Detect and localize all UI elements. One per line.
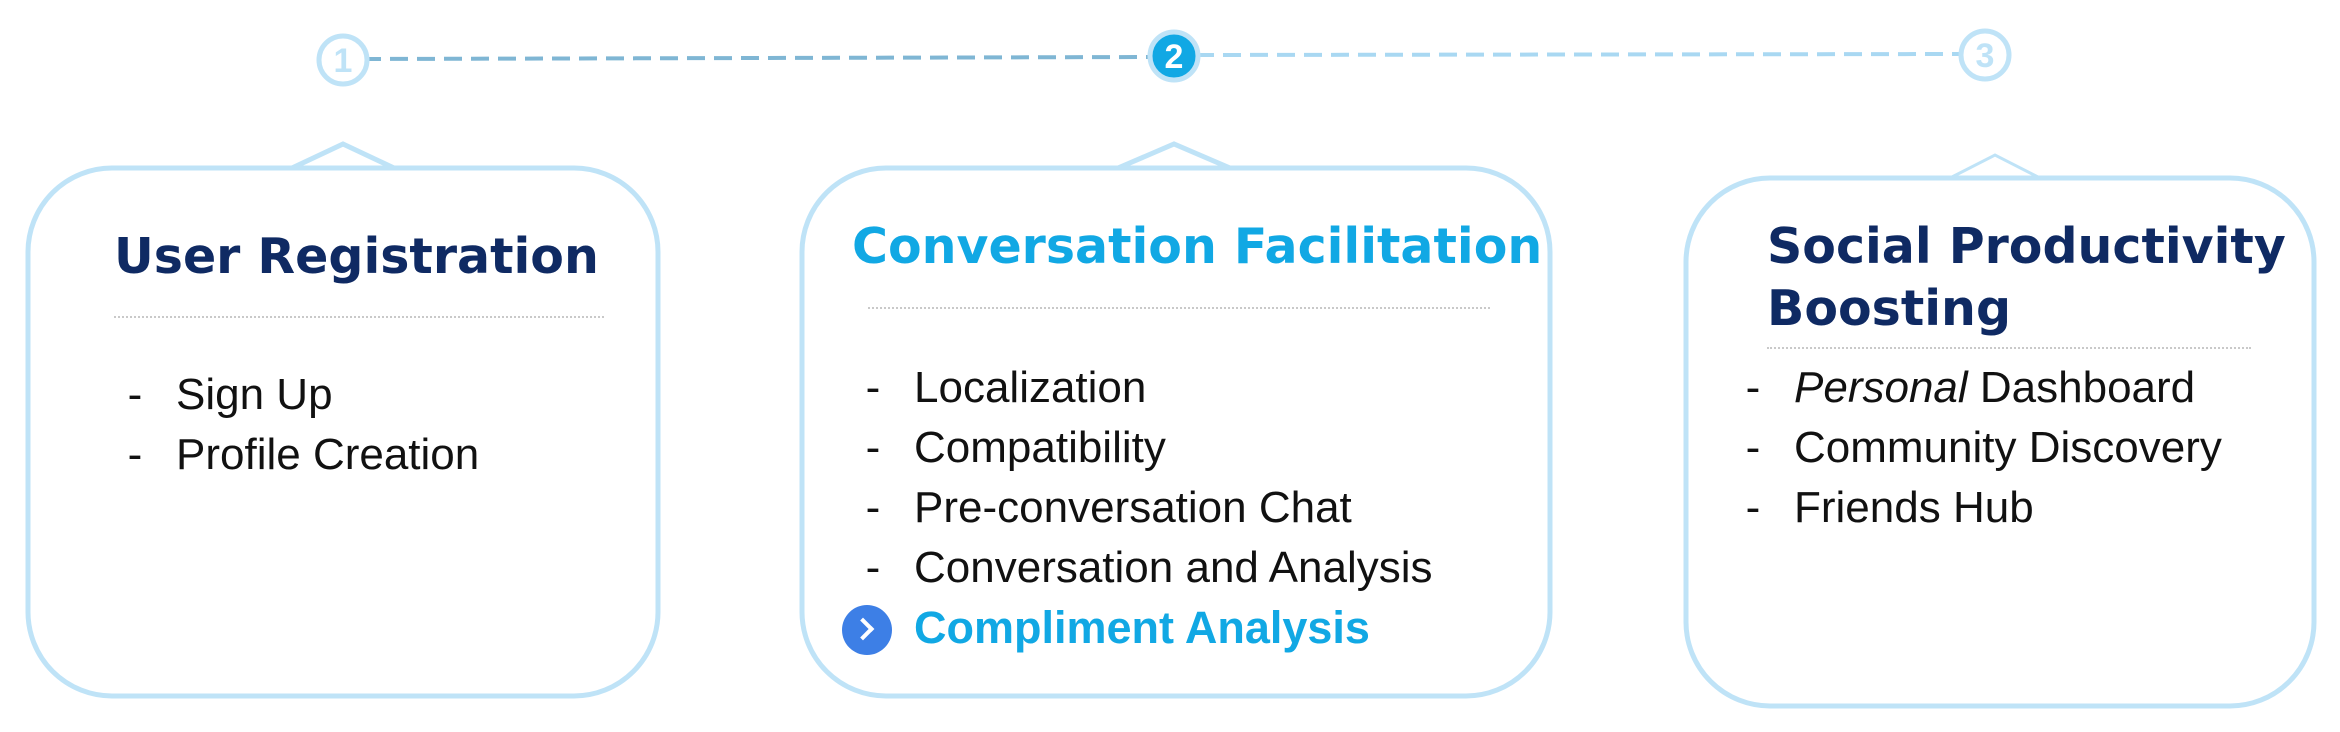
dash-bullet <box>1738 358 1768 418</box>
dash-bullet <box>858 478 888 538</box>
dash-bullet <box>120 425 150 485</box>
step-marker-3: 3 <box>1958 28 2012 82</box>
stage-items-2: Localization Compatibility Pre-conversat… <box>842 358 1433 658</box>
stage-title-1: User Registration <box>114 228 599 285</box>
stage-title-2: Conversation Facilitation <box>852 218 1543 275</box>
step-marker-1: 1 <box>316 33 370 87</box>
stage-card-1-outline <box>25 141 661 699</box>
stage-title-3: Social Productivity Boosting <box>1767 218 2286 337</box>
dash-bullet <box>1738 418 1768 478</box>
list-item-highlighted: Compliment Analysis <box>842 598 1433 658</box>
step-number-3: 3 <box>1976 37 1995 75</box>
list-item: Friends Hub <box>1738 478 2222 538</box>
list-item: Conversation and Analysis <box>858 538 1433 598</box>
chevron-right-icon <box>842 605 892 655</box>
stage-card-2-outline <box>799 141 1553 699</box>
stage-divider-2 <box>868 307 1490 309</box>
dash-bullet <box>858 538 888 598</box>
dash-bullet <box>1738 478 1768 538</box>
timeline-connector-1-2 <box>362 55 1153 61</box>
step-number-1: 1 <box>334 42 353 80</box>
list-item: Personal Dashboard <box>1738 358 2222 418</box>
dash-bullet <box>858 358 888 418</box>
step-number-2: 2 <box>1165 38 1184 76</box>
list-item: Pre-conversation Chat <box>858 478 1433 538</box>
list-item: Compatibility <box>858 418 1433 478</box>
stage-divider-1 <box>114 316 604 318</box>
dash-bullet <box>858 418 888 478</box>
stage-items-1: Sign Up Profile Creation <box>120 365 479 485</box>
list-item: Sign Up <box>120 365 479 425</box>
timeline-connector-2-3 <box>1195 52 1963 57</box>
step-marker-2: 2 <box>1147 29 1201 83</box>
list-item: Localization <box>858 358 1433 418</box>
list-item: Community Discovery <box>1738 418 2222 478</box>
stage-card-3-outline <box>1683 153 2317 709</box>
list-item: Profile Creation <box>120 425 479 485</box>
stage-divider-3 <box>1767 347 2251 349</box>
stage-items-3: Personal Dashboard Community Discovery F… <box>1738 358 2222 538</box>
dash-bullet <box>120 365 150 425</box>
